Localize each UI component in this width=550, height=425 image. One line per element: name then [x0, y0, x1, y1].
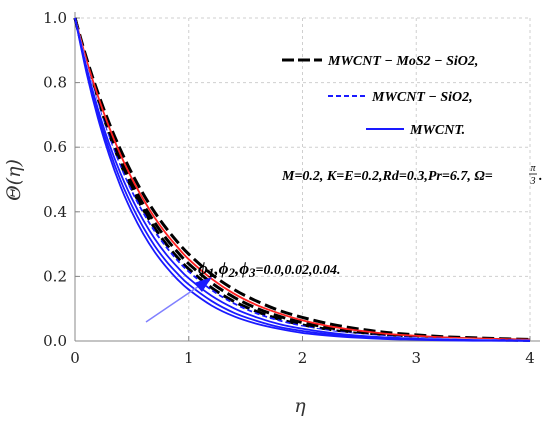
phi-arrow-shaft: [145, 283, 203, 323]
x-axis-label: η: [294, 395, 306, 417]
phi-label: ϕ1,ϕ2,ϕ3=0.0,0.02,0.04.: [198, 259, 341, 280]
tick-labels: 0 1 2 3 4 0.0 0.2 0.4 0.6 0.8 1.0: [43, 9, 535, 367]
legend-label-mwcnt: MWCNT.: [409, 123, 465, 138]
parameters-text: M=0.2, K=E=0.2,Rd=0.3,Pr=6.7, Ω=: [281, 169, 493, 184]
y-tick-label-5: 1.0: [43, 9, 67, 27]
y-tick-label-2: 0.4: [43, 203, 67, 221]
series-line-4: [74, 17, 531, 342]
series-line-8: [74, 17, 531, 342]
y-tick-label-3: 0.6: [43, 138, 67, 156]
omega-numerator: π: [530, 163, 536, 174]
y-tick-label-4: 0.8: [43, 74, 67, 92]
parameters-period: .: [539, 169, 543, 184]
omega-denominator: 3: [530, 176, 536, 187]
parameters-annotation: M=0.2, K=E=0.2,Rd=0.3,Pr=6.7, Ω= π 3 .: [281, 163, 543, 187]
data-curves: [73, 17, 531, 342]
x-tick-label-2: 2: [298, 349, 308, 367]
x-tick-label-0: 0: [70, 349, 80, 367]
x-tick-label-1: 1: [184, 349, 194, 367]
series-line-1: [73, 17, 531, 342]
legend: MWCNT − MoS2 − SiO2, MWCNT − SiO2, MWCNT…: [282, 54, 478, 138]
series-line-3: [74, 17, 531, 341]
y-tick-label-0: 0.0: [43, 332, 67, 350]
x-tick-label-4: 4: [525, 349, 535, 367]
y-tick-label-1: 0.2: [43, 267, 67, 285]
phi-arrow-head: [194, 277, 212, 292]
legend-label-mwcnt-mos2-sio2: MWCNT − MoS2 − SiO2,: [327, 54, 478, 69]
phi-annotation: ϕ1,ϕ2,ϕ3=0.0,0.02,0.04.: [145, 259, 341, 323]
series-line-0: [73, 17, 531, 341]
x-tick-label-3: 3: [411, 349, 421, 367]
y-axis-label: Θ(η): [3, 159, 25, 201]
legend-label-mwcnt-sio2: MWCNT − SiO2,: [371, 90, 473, 105]
